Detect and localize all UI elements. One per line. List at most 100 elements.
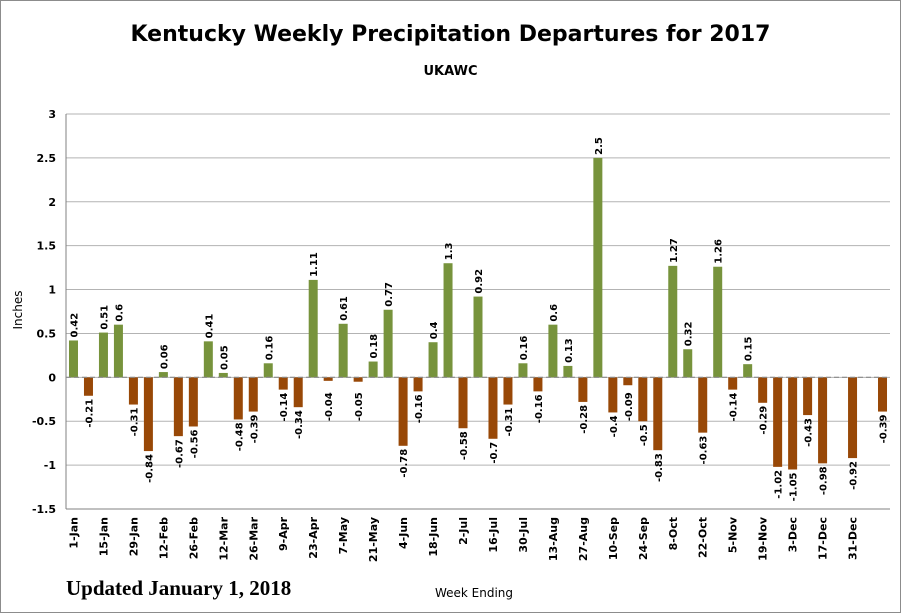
bar [458, 377, 468, 429]
x-tick-label: 13-Aug [547, 517, 560, 561]
data-label: -0.31 [129, 408, 140, 437]
chart-title: Kentucky Weekly Precipitation Departures… [130, 22, 771, 47]
data-label: -0.31 [504, 408, 515, 437]
x-tick-label: 12-Mar [217, 516, 230, 560]
x-tick-label: 15-Jan [97, 517, 110, 556]
x-axis-title: Week Ending [435, 586, 513, 600]
bar [518, 363, 528, 378]
y-tick-label: 0.5 [37, 327, 57, 340]
x-tick-labels: 1-Jan 15-Jan 29-Jan 12-Feb 26-Feb 12-Mar 26-Ma… [67, 516, 859, 562]
data-label: -0.56 [189, 429, 200, 458]
bar [698, 377, 708, 433]
y-tick-label: -1 [44, 459, 56, 472]
data-label: -0.29 [759, 406, 770, 435]
data-label: -0.78 [399, 449, 410, 478]
x-tick-label: 3-Dec [787, 517, 800, 552]
y-tick-label: 2.5 [37, 152, 57, 165]
data-label: 0.15 [744, 336, 755, 361]
data-label: -0.34 [294, 410, 305, 439]
y-tick-label: -1.5 [32, 503, 56, 516]
data-label: 0.18 [369, 334, 380, 359]
bar [203, 341, 213, 378]
data-labels: 0.42 -0.21 0.51 0.6 -0.31 -0.84 0.06 -0.67 -0.56… [69, 137, 889, 501]
bar [803, 377, 813, 416]
x-tick-label: 24-Sep [637, 517, 650, 560]
x-tick-label: 1-Jan [67, 517, 80, 549]
bar [233, 377, 243, 420]
bar [488, 377, 498, 439]
bar [383, 309, 393, 378]
chart-subtitle: UKAWC [423, 64, 478, 79]
bar [443, 263, 453, 378]
bar [878, 377, 888, 412]
x-tick-label: 5-Nov [727, 516, 740, 553]
data-label: -0.14 [729, 393, 740, 422]
data-label: -0.28 [579, 405, 590, 434]
data-label: 0.51 [99, 305, 110, 330]
data-label: -0.48 [234, 422, 245, 451]
bar [533, 377, 543, 392]
bars [68, 157, 888, 470]
bar [788, 377, 798, 470]
x-tick-label: 31-Dec [847, 517, 860, 560]
data-label: 1.26 [714, 239, 725, 264]
bar [188, 377, 198, 427]
bar [683, 349, 693, 378]
bar [503, 377, 513, 405]
data-label: -0.4 [609, 415, 620, 437]
y-tick-label: 2 [48, 196, 56, 209]
bar [368, 361, 378, 378]
bar [428, 342, 438, 378]
x-tick-label: 23-Apr [307, 516, 320, 558]
data-label: -0.84 [144, 454, 155, 483]
bar [128, 377, 138, 405]
y-axis-title: Inches [11, 291, 25, 330]
y-tick-label: 0 [48, 371, 56, 384]
bar [218, 372, 228, 378]
bar [668, 265, 678, 378]
axes [65, 114, 890, 510]
data-label: -0.63 [699, 436, 710, 465]
data-label: 0.92 [474, 269, 485, 294]
data-label: -0.58 [459, 431, 470, 460]
updated-note: Updated January 1, 2018 [66, 576, 292, 600]
bar [563, 365, 573, 378]
bar [638, 377, 648, 422]
data-label: 0.6 [114, 304, 125, 322]
x-tick-label: 2-Jul [457, 517, 470, 545]
data-label: -0.98 [819, 466, 830, 495]
data-label: -0.39 [249, 415, 260, 444]
data-label: 0.77 [384, 282, 395, 307]
data-label: 0.32 [684, 322, 695, 347]
x-tick-label: 26-Feb [187, 517, 200, 559]
bar [413, 377, 423, 392]
x-tick-label: 10-Sep [607, 517, 620, 560]
data-label: -0.14 [279, 393, 290, 422]
bar [548, 324, 558, 378]
bar [728, 377, 738, 390]
data-label: -0.43 [804, 418, 815, 447]
x-tick-label: 12-Feb [157, 517, 170, 559]
bar [323, 377, 333, 381]
bar [113, 324, 123, 378]
bar [713, 266, 723, 378]
x-tick-label: 8-Oct [667, 517, 680, 550]
data-label: 1.11 [309, 252, 320, 277]
x-tick-label: 17-Dec [817, 517, 830, 560]
data-label: -0.21 [84, 399, 95, 428]
data-label: -0.16 [414, 394, 425, 423]
data-label: 0.61 [339, 296, 350, 321]
bar [608, 377, 618, 413]
x-tick-label: 29-Jan [127, 517, 140, 556]
bar [293, 377, 303, 408]
data-label: -0.5 [639, 424, 650, 446]
data-label: 0.13 [564, 338, 575, 363]
bar [173, 377, 183, 437]
data-label: -0.09 [624, 392, 635, 421]
bar [158, 372, 168, 378]
bar [68, 340, 78, 378]
bar [338, 323, 348, 378]
data-label: -0.04 [324, 392, 335, 421]
bar [743, 364, 753, 378]
bar [83, 377, 93, 396]
